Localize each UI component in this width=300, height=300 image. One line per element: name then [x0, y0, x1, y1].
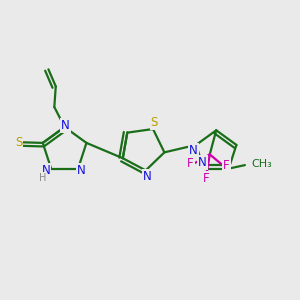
Text: F: F	[223, 159, 230, 172]
Text: N: N	[41, 164, 50, 177]
Text: N: N	[198, 156, 207, 169]
Text: N: N	[77, 164, 86, 177]
Text: F: F	[203, 172, 210, 185]
Text: S: S	[15, 136, 22, 149]
Text: N: N	[143, 170, 152, 183]
Text: N: N	[189, 144, 198, 157]
Text: F: F	[187, 157, 194, 170]
Text: N: N	[61, 119, 70, 132]
Text: CH₃: CH₃	[251, 159, 272, 169]
Text: S: S	[151, 116, 158, 129]
Text: H: H	[39, 173, 46, 183]
